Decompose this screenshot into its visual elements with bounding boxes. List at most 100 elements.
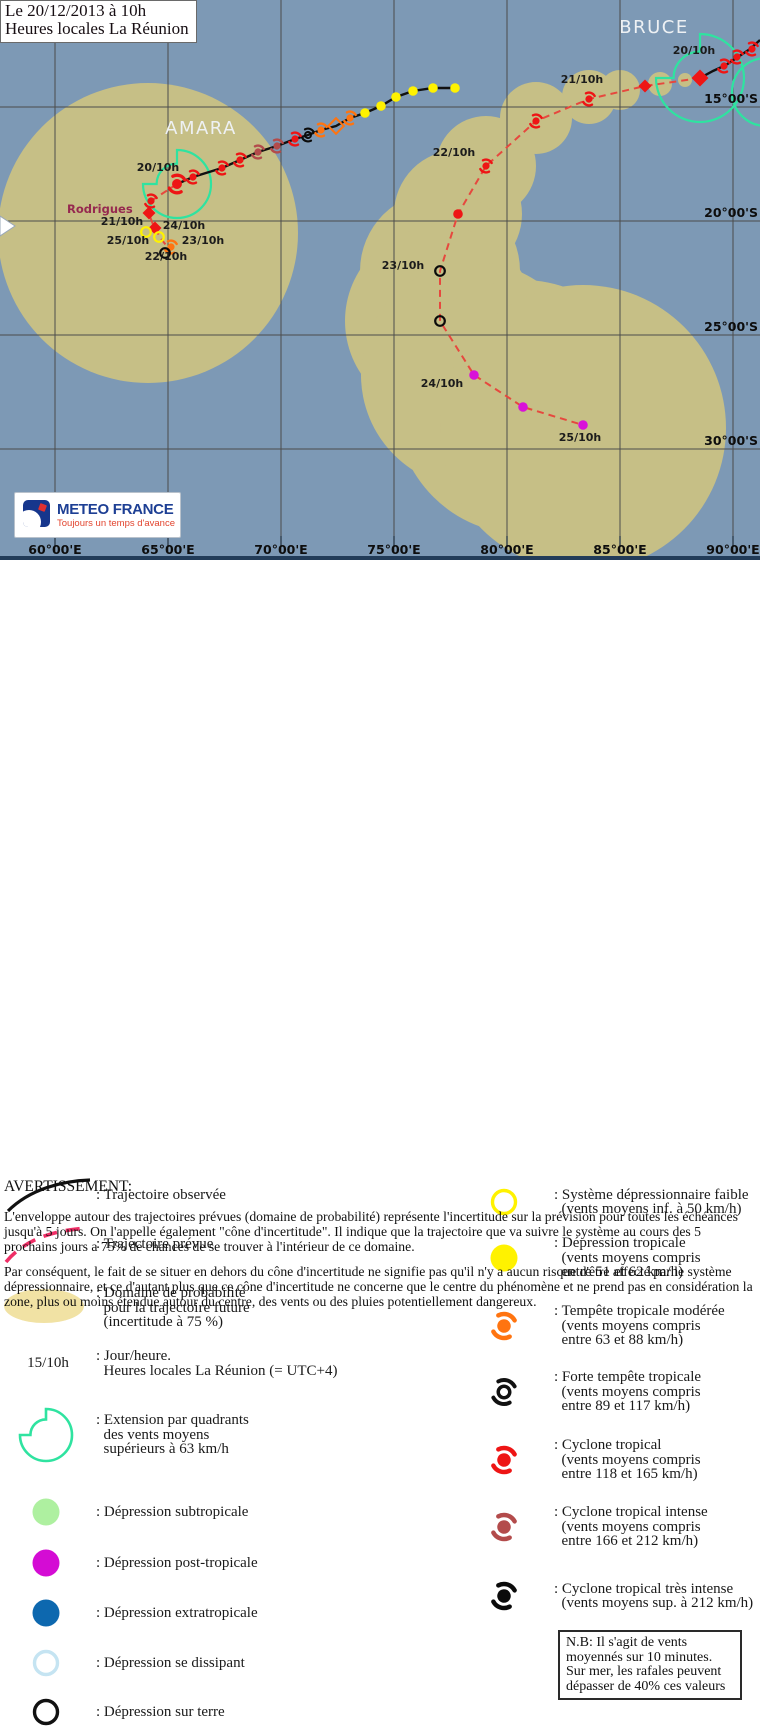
position-dot — [518, 402, 528, 412]
position-dot — [376, 101, 386, 111]
position-ring — [434, 265, 446, 277]
map-title-box: Le 20/12/2013 à 10h Heures locales La Ré… — [0, 0, 197, 43]
position-ring — [159, 247, 171, 259]
cyclone-track-map: AMARA 20/10h 21/10h 24/10h 25/10h 23/10h 22/10… — [0, 0, 760, 560]
depression-ring-icon — [32, 1649, 60, 1677]
depression-dot-icon — [32, 1549, 60, 1577]
legend-row-right-3: : Forte tempête tropicale (vents moyens … — [458, 1370, 760, 1414]
legend-label: : Dépression sur terre — [96, 1703, 225, 1720]
map-title-date: Le 20/12/2013 à 10h — [5, 1, 147, 20]
latitude-label: 25°00'S — [704, 319, 758, 334]
logo-brand-text: METEO FRANCE — [57, 501, 174, 518]
wind-quadrant-icon — [18, 1407, 74, 1463]
legend-row-left-8: : Dépression se dissipant — [0, 1641, 445, 1685]
legend-row-left-0: : Trajectoire observée — [0, 1173, 445, 1217]
legend-sample-daytime: 15/10h — [27, 1355, 69, 1371]
hurricane-open-icon — [489, 1377, 519, 1407]
time-label: 24/10h — [163, 219, 205, 232]
storm-markers — [140, 41, 760, 430]
depression-ring-icon — [490, 1188, 518, 1216]
logo-tagline: Toujours un temps d'avance — [57, 518, 175, 529]
position-diamond — [691, 69, 709, 87]
meteo-france-logo: METEO FRANCE Toujours un temps d'avance — [14, 492, 181, 538]
position-dot — [391, 92, 401, 102]
hurricane-icon — [488, 1580, 520, 1612]
time-label: 20/10h — [673, 44, 715, 57]
legend-label: : Cyclone tropical intense (vents moyens… — [554, 1504, 708, 1550]
latitude-label: 20°00'S — [704, 205, 758, 220]
position-dot — [360, 108, 370, 118]
legend-row-right-5: : Cyclone tropical intense (vents moyens… — [458, 1505, 760, 1549]
domain-ellipse-icon — [4, 1289, 84, 1323]
position-dot — [578, 420, 588, 430]
time-label: 23/10h — [182, 234, 224, 247]
legend-row-right-6: : Cyclone tropical très intense (vents m… — [458, 1574, 760, 1618]
storm-name-label: BRUCE — [619, 17, 688, 38]
time-label: 21/10h — [101, 215, 143, 228]
map-canvas: AMARA 20/10h 21/10h 24/10h 25/10h 23/10h 22/10… — [0, 0, 760, 560]
legend-label: : Forte tempête tropicale (vents moyens … — [554, 1369, 702, 1415]
position-dot — [450, 83, 460, 93]
warning-heading: AVERTISSEMENT: — [4, 1178, 133, 1195]
warning-paragraph-1: L'enveloppe autour des trajectoires prév… — [4, 1209, 738, 1255]
legend-label: : Dépression extratropicale — [96, 1604, 258, 1621]
depression-dot-icon — [32, 1498, 60, 1526]
legend-label: : Trajectoire prévue — [96, 1235, 214, 1252]
legend-row-left-4: : Extension par quadrants des vents moye… — [0, 1403, 445, 1467]
legend-label: : Dépression tropicale (vents moyens com… — [554, 1235, 701, 1281]
wind-quadrant-icon — [730, 57, 760, 127]
warning-paragraph-2: Par conséquent, le fait de se situer en … — [4, 1264, 753, 1310]
time-label: 20/10h — [137, 161, 179, 174]
legend-label: : Dépression post-tropicale — [96, 1554, 258, 1571]
legend-row-left-9: : Dépression sur terre — [0, 1690, 445, 1734]
longitude-label: 70°00'E — [254, 542, 307, 557]
uncertainty-domain — [0, 83, 298, 383]
legend-row-left-5: : Dépression subtropicale — [0, 1490, 445, 1534]
legend-row-left-1: : Trajectoire prévue — [0, 1222, 445, 1266]
longitude-label: 60°00'E — [28, 542, 81, 557]
time-label: 25/10h — [107, 234, 149, 247]
position-diamond-open — [326, 116, 346, 136]
time-label: 24/10h — [421, 377, 463, 390]
observed-line-icon — [6, 1178, 91, 1213]
forecast-line-icon — [4, 1226, 89, 1264]
forecast-track — [147, 183, 178, 250]
position-dot — [453, 209, 463, 219]
time-label: 23/10h — [382, 259, 424, 272]
longitude-label: 80°00'E — [480, 542, 533, 557]
storm-name-label: AMARA — [165, 118, 237, 139]
legend-row-left-3: 15/10h: Jour/heure. Heures locales La Ré… — [0, 1349, 445, 1379]
map-bottom-border — [0, 556, 760, 560]
depression-dot-icon — [490, 1244, 518, 1272]
legend-label: : Cyclone tropical très intense (vents m… — [554, 1580, 754, 1611]
position-ring — [153, 231, 165, 243]
position-ring — [140, 226, 152, 238]
legend-row-left-6: : Dépression post-tropicale — [0, 1541, 445, 1585]
legend-label: : Dépression subtropicale — [96, 1503, 249, 1520]
depression-ring-icon — [32, 1698, 60, 1726]
legend-row-right-4: : Cyclone tropical (vents moyens compris… — [458, 1438, 760, 1482]
hurricane-icon — [488, 1511, 520, 1543]
longitude-label: 85°00'E — [593, 542, 646, 557]
legend-row-left-7: : Dépression extratropicale — [0, 1591, 445, 1635]
longitude-label: 65°00'E — [141, 542, 194, 557]
legend-label: : Trajectoire observée — [96, 1186, 226, 1203]
legend-label: : Cyclone tropical (vents moyens compris… — [554, 1437, 701, 1483]
position-dot — [469, 370, 479, 380]
latitude-label: 15°00'S — [704, 91, 758, 106]
latitude-label: 30°00'S — [704, 433, 758, 448]
time-label: 21/10h — [561, 73, 603, 86]
nb-note-box: N.B: Il s'agit de vents moyennés sur 10 … — [558, 1630, 742, 1701]
longitude-label: 90°00'E — [706, 542, 759, 557]
map-edge-arrow-icon — [0, 215, 16, 237]
depression-dot-icon — [32, 1599, 60, 1627]
legend-row-right-1: : Dépression tropicale (vents moyens com… — [458, 1236, 760, 1280]
position-dot — [428, 83, 438, 93]
position-dot — [408, 86, 418, 96]
position-diamond — [142, 206, 156, 220]
meteo-france-logo-icon — [23, 500, 50, 527]
warning-section: AVERTISSEMENT: L'enveloppe autour des tr… — [4, 1178, 757, 1320]
position-ring — [434, 315, 446, 327]
legend-panel: N.B: Il s'agit de vents moyennés sur 10 … — [0, 560, 760, 1726]
